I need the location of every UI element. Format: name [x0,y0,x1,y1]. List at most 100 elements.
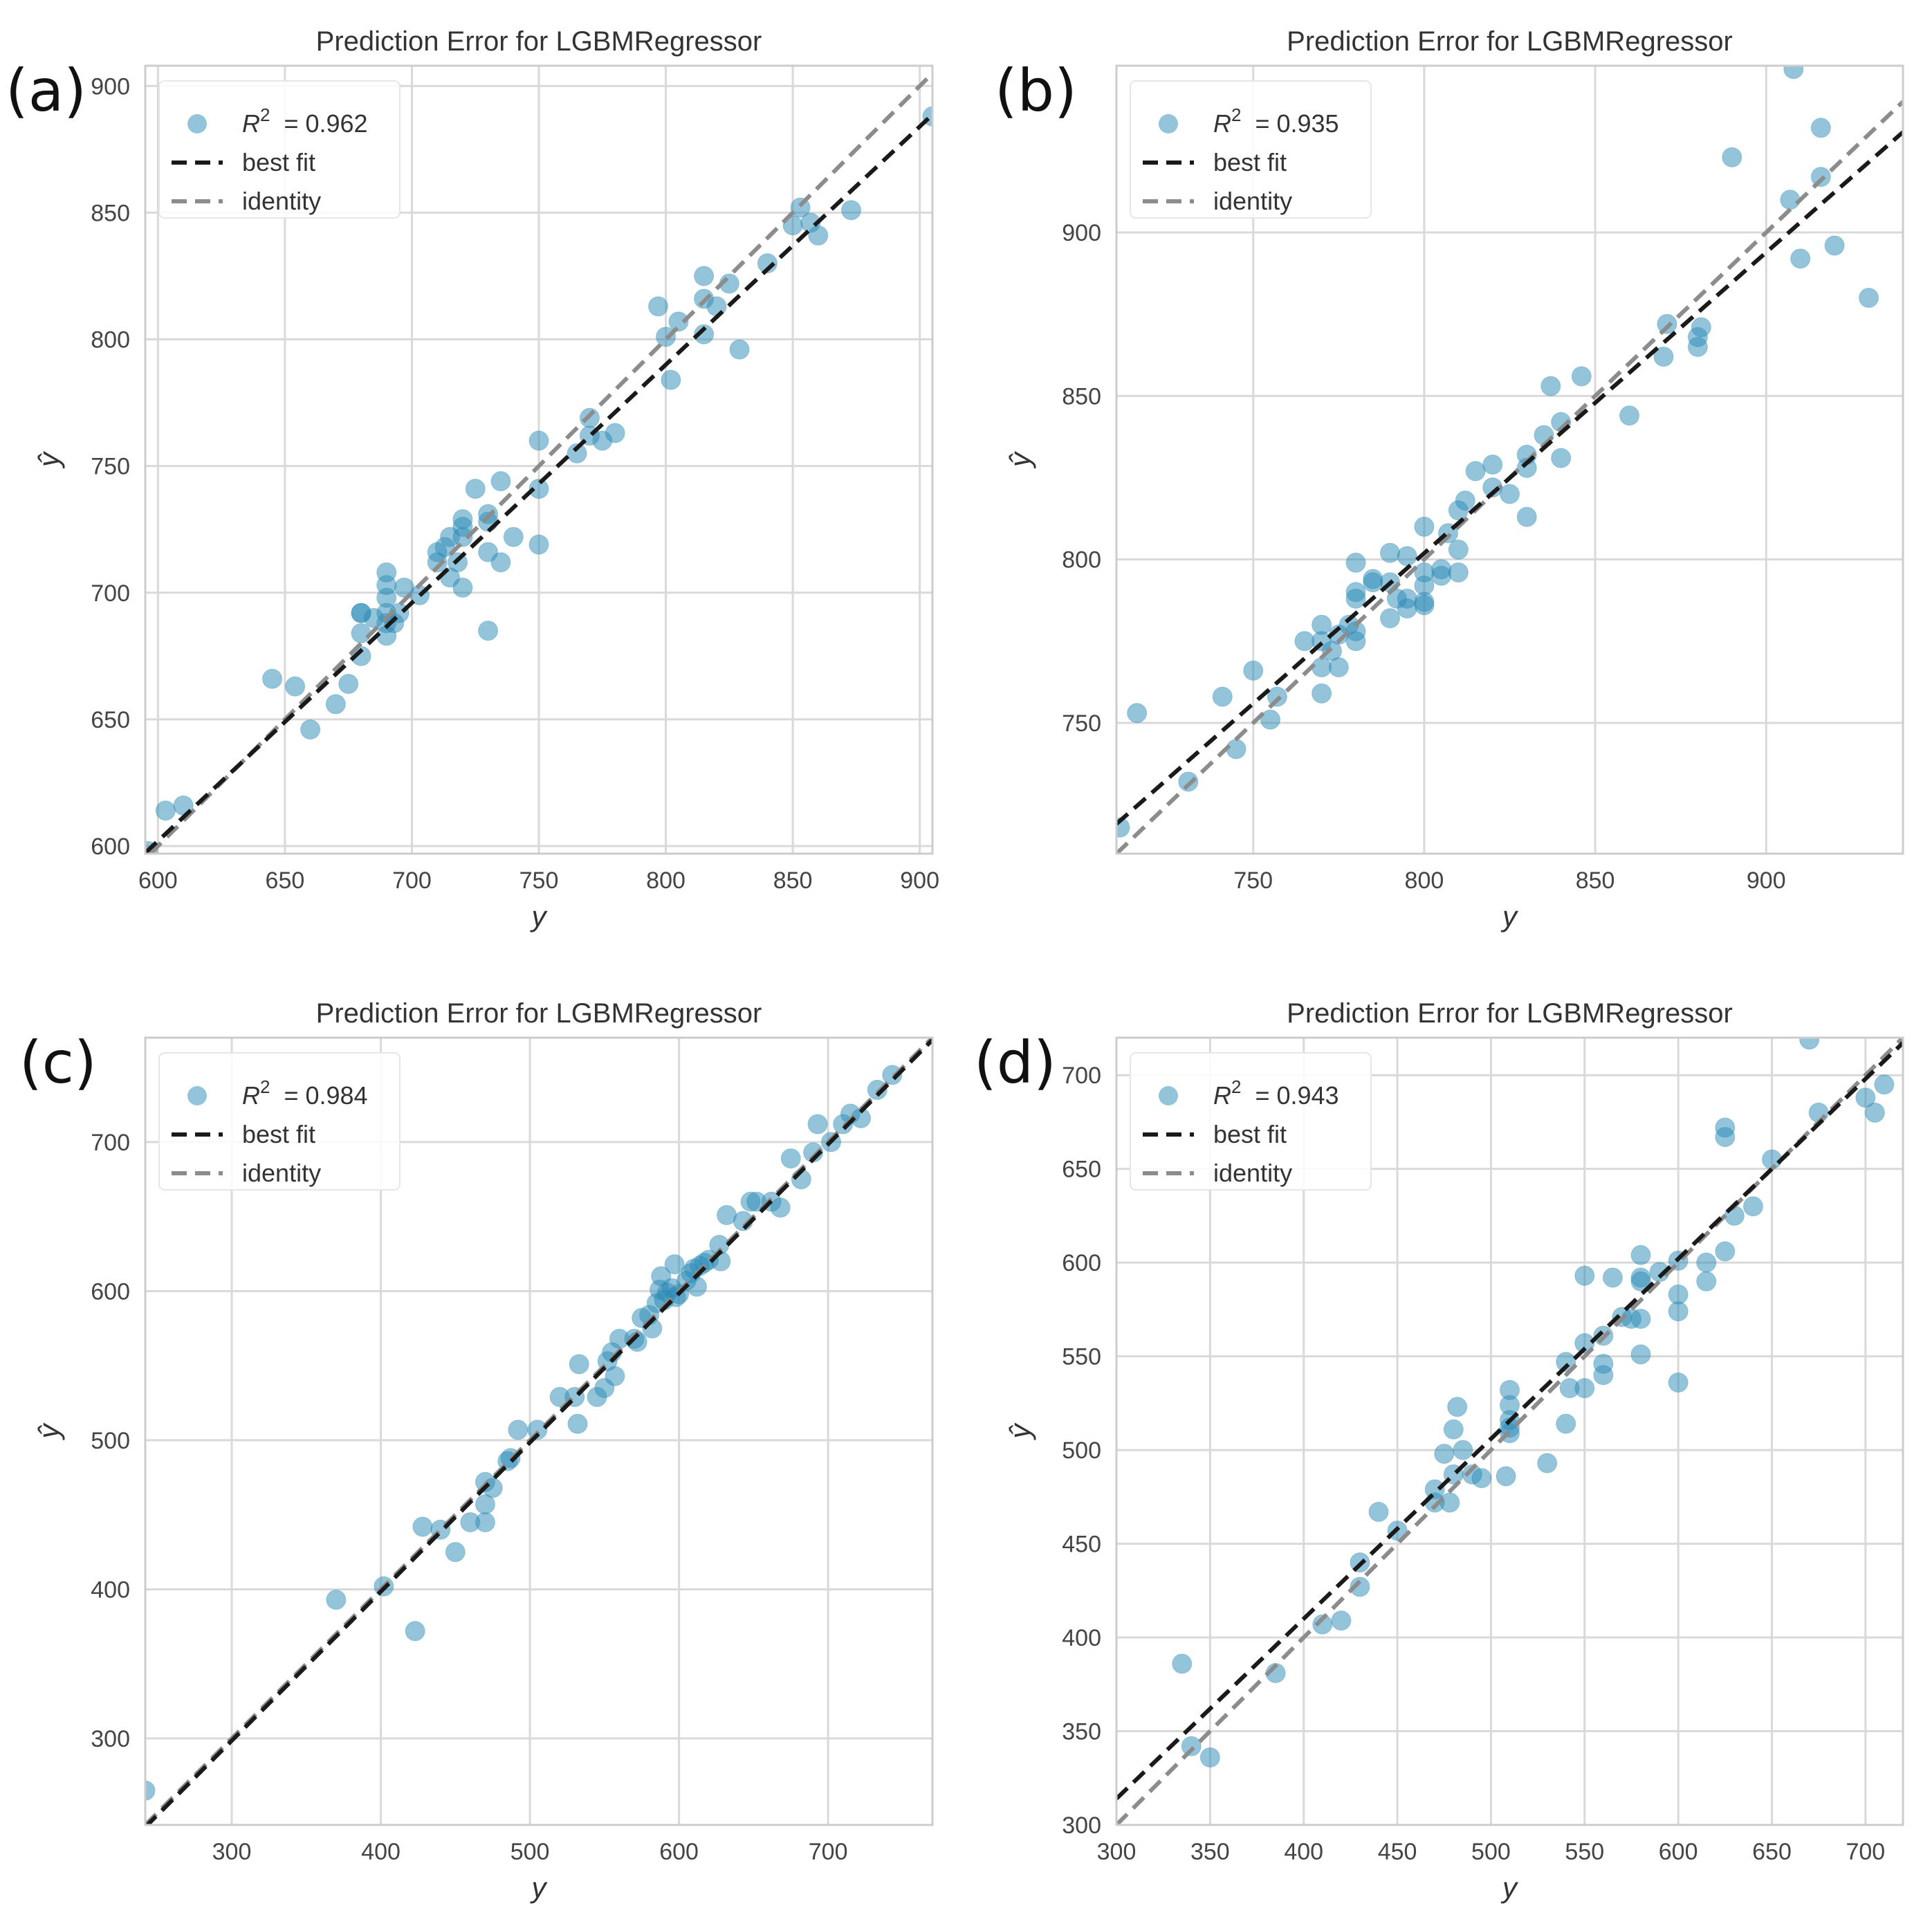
data-point [1447,1397,1468,1417]
data-point [1260,709,1280,730]
data-point [1668,1301,1689,1322]
data-point [1397,546,1417,567]
data-point [1178,771,1199,792]
x-axis-label: y [530,1871,549,1904]
data-point [412,1516,433,1537]
data-point [1810,118,1831,138]
y-tick-label: 800 [91,327,130,353]
data-point [1500,1379,1520,1400]
data-point [1172,1653,1193,1674]
data-point [1312,1614,1333,1635]
chart-title: Prediction Error for LGBMRegressor [1287,998,1733,1029]
data-point [1864,1102,1885,1123]
best-fit-line [145,113,932,854]
data-point [490,552,511,573]
y-tick-label: 400 [91,1577,130,1603]
data-point [1453,1440,1473,1460]
data-point [1602,1267,1623,1288]
data-point [376,562,397,582]
best-fit-line [1116,130,1903,826]
data-point [1696,1271,1717,1292]
data-point [1328,657,1349,678]
data-point [1742,1196,1763,1217]
data-point [1556,1352,1576,1372]
x-tick-label: 300 [212,1839,252,1865]
data-point [452,509,473,530]
data-point [757,253,778,274]
data-point [1414,595,1435,616]
plot-frame [144,1036,934,1826]
data-point [1630,1267,1651,1288]
y-tick-label: 600 [91,834,130,860]
legend-best-fit-label: best fit [242,148,315,176]
data-point [465,479,486,499]
data-point [1368,1502,1389,1523]
data-point [155,800,176,821]
data-point [1653,347,1674,367]
legend-identity-label: identity [242,187,321,215]
data-point [1363,569,1383,589]
data-point [1574,1378,1595,1399]
y-tick-label: 500 [1062,1438,1101,1464]
chart-panel-3: (c) 300 400 500 600 700 300 400 500 600 700 Predict… [19,998,934,1904]
data-point [475,1512,495,1532]
data-point [694,266,715,286]
x-tick-label: 600 [138,867,178,894]
x-axis-label: y [1500,900,1519,933]
data-point [569,1354,589,1375]
data-point [867,1079,887,1100]
x-tick-label: 700 [392,867,432,894]
x-tick-label: 650 [1752,1839,1792,1865]
data-point [285,676,306,697]
legend-box [1130,1052,1372,1191]
data-point [1500,484,1520,504]
data-point [1312,614,1332,635]
legend-marker [1159,114,1178,134]
y-tick-label: 800 [1062,547,1101,573]
data-point [567,443,587,463]
legend-r2: R2 = 0.984 [242,1076,368,1110]
x-tick-label: 750 [519,867,559,894]
data-point [478,621,499,641]
chart-panel-4: (d) 300 350 400 450 500 550 600 650 700 300 350 400 4… [974,998,1904,1904]
data-point [1668,1284,1689,1305]
data-point [452,577,473,598]
data-point [567,1413,588,1434]
data-point [605,1366,625,1386]
x-tick-label: 850 [773,867,813,894]
data-point [145,1780,156,1801]
y-tick-label: 850 [1062,383,1101,410]
y-tick-label: 600 [1062,1250,1101,1276]
data-point [528,430,549,451]
x-tick-label: 450 [1378,1839,1417,1865]
data-point [1722,147,1742,167]
y-tick-label: 650 [91,707,130,733]
data-point [1431,559,1452,580]
y-tick-label: 450 [1062,1532,1101,1558]
y-tick-label: 700 [91,580,130,607]
panel-label: (c) [19,1029,97,1096]
data-point [1715,1241,1736,1262]
legend-marker [187,114,207,134]
data-point [326,1590,347,1610]
data-point [1443,1419,1464,1440]
chart-panel-2: (b) 750 800 850 900 750 800 850 900 Prediction Er… [995,26,1904,933]
data-point [528,479,549,499]
y-axis-label: ŷ [33,1422,65,1441]
data-point [1465,461,1486,481]
data-point [300,719,321,740]
points-group [1116,66,1879,838]
x-axis-label: y [530,900,549,933]
y-tick-label: 500 [91,1428,130,1454]
data-point [508,1420,528,1440]
data-point [841,200,862,221]
data-point [1696,1252,1717,1273]
data-point [1799,1038,1820,1050]
legend-best-fit-label: best fit [242,1120,315,1148]
data-point [648,296,669,317]
y-tick-label: 850 [91,200,130,226]
x-tick-label: 550 [1565,1839,1604,1865]
y-tick-label: 700 [1062,1063,1101,1089]
data-point [1619,405,1640,426]
x-tick-label: 350 [1190,1839,1230,1865]
